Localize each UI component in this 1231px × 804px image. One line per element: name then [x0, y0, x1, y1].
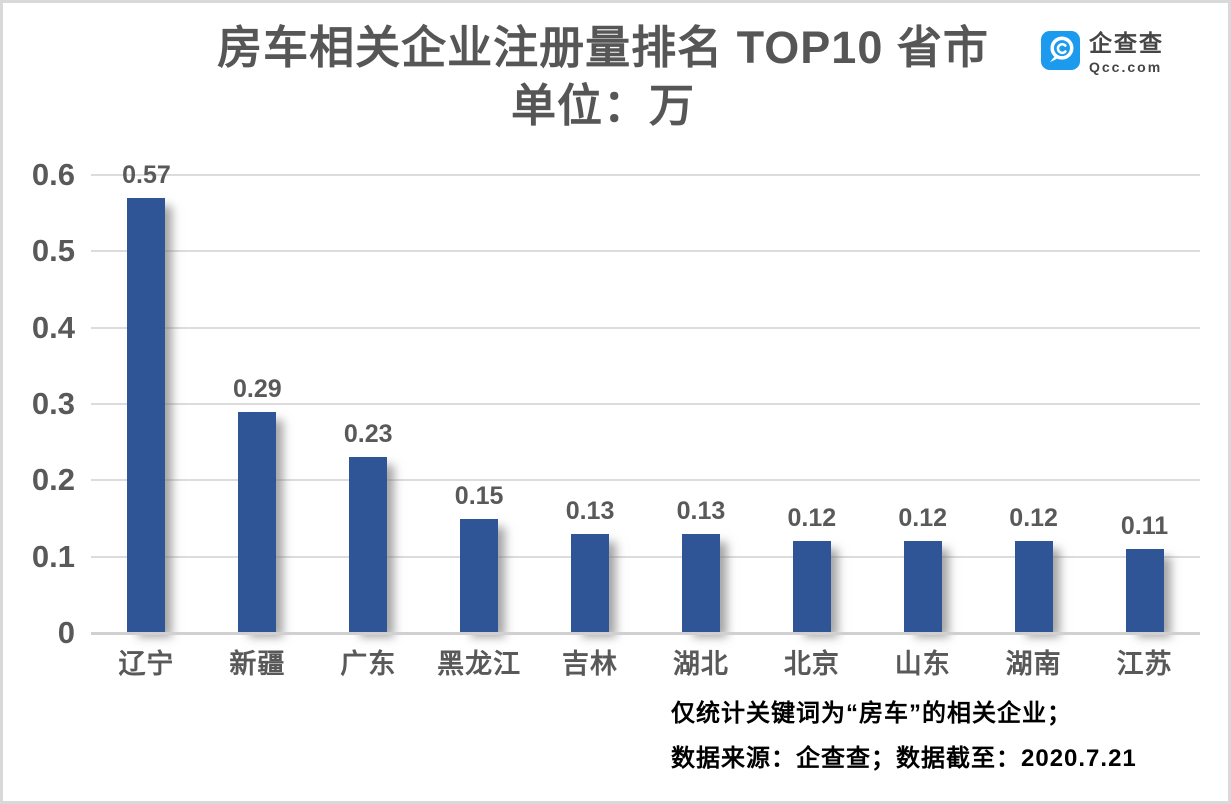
bar-黑龙江: [460, 518, 499, 633]
gridline: [91, 403, 1200, 405]
bar-辽宁: [127, 197, 166, 633]
chart-title-line1: 房车相关企业注册量排名 TOP10 省市: [217, 22, 989, 73]
y-tick-label: 0.5: [31, 233, 75, 269]
plot-area: 0.57 辽宁 0.29 新疆 0.23 广东 0.15 黑龙江 0.13 吉林 0.13 湖北 0.1…: [91, 161, 1200, 679]
x-category-label: 湖南: [1005, 649, 1062, 679]
y-tick-label: 0.4: [31, 309, 75, 345]
y-tick-label: 0.1: [31, 538, 75, 574]
bar-value-label: 0.13: [565, 496, 615, 525]
x-category-label: 湖北: [672, 649, 729, 679]
bar-value-label: 0.13: [676, 496, 726, 525]
footnote-line2: 数据来源：企查查；数据截至：2020.7.21: [671, 745, 1137, 772]
bar-value-label: 0.12: [787, 504, 837, 533]
qcc-logo-name: 企查查: [1089, 30, 1164, 56]
bar-chart: 0.6 0.5 0.4 0.3 0.2 0.1 0 0.57 辽宁 0.29 新疆 0.23 广东 0.…: [3, 3, 1228, 801]
bar-吉林: [571, 533, 610, 633]
y-tick-label: 0: [57, 615, 75, 650]
bar-value-label: 0.15: [454, 481, 504, 510]
y-tick-label: 0.3: [31, 386, 75, 421]
qcc-logo: 企查查 Qcc.com: [1041, 31, 1164, 75]
bar-value-label: 0.29: [233, 374, 282, 403]
bar-value-label: 0.12: [1009, 504, 1058, 533]
bar-湖南: [1014, 541, 1053, 633]
gridline: [91, 174, 1200, 176]
y-tick-label: 0.6: [31, 157, 75, 192]
x-category-label: 江苏: [1116, 649, 1173, 679]
bar-value-label: 0.23: [343, 420, 393, 449]
x-category-label: 广东: [340, 649, 397, 679]
footnotes: 仅统计关键词为“房车”的相关企业； 数据来源：企查查；数据截至：2020.7.2…: [671, 700, 1137, 790]
x-category-label: 辽宁: [118, 649, 175, 679]
qcc-logo-domain: Qcc.com: [1089, 59, 1163, 75]
x-category-label: 吉林: [562, 649, 619, 679]
x-category-label: 新疆: [229, 649, 286, 679]
chart-title: 房车相关企业注册量排名 TOP10 省市 单位：万: [3, 19, 1203, 135]
x-category-label: 北京: [783, 649, 840, 679]
y-tick-label: 0.2: [31, 462, 75, 498]
qcc-logo-icon: [1041, 31, 1080, 70]
chart-title-line2: 单位：万: [510, 80, 695, 131]
bar-湖北: [681, 533, 720, 633]
gridline: [91, 479, 1200, 482]
footnote-line1: 仅统计关键词为“房车”的相关企业；: [671, 700, 1072, 727]
x-category-label: 山东: [894, 649, 951, 679]
bar-value-label: 0.57: [122, 160, 171, 189]
bar-北京: [792, 541, 831, 633]
bar-山东: [903, 541, 942, 633]
bar-value-label: 0.11: [1120, 512, 1169, 541]
gridline: [91, 555, 1200, 558]
bar-value-label: 0.12: [898, 504, 948, 533]
bar-广东: [349, 457, 388, 633]
bar-新疆: [238, 411, 277, 633]
gridline: [91, 250, 1200, 253]
gridline: [91, 326, 1200, 329]
x-axis-line: [91, 632, 1200, 635]
qcc-logo-text: 企查查 Qcc.com: [1089, 31, 1164, 75]
x-category-label: 黑龙江: [437, 649, 522, 679]
bar-江苏: [1125, 549, 1164, 633]
